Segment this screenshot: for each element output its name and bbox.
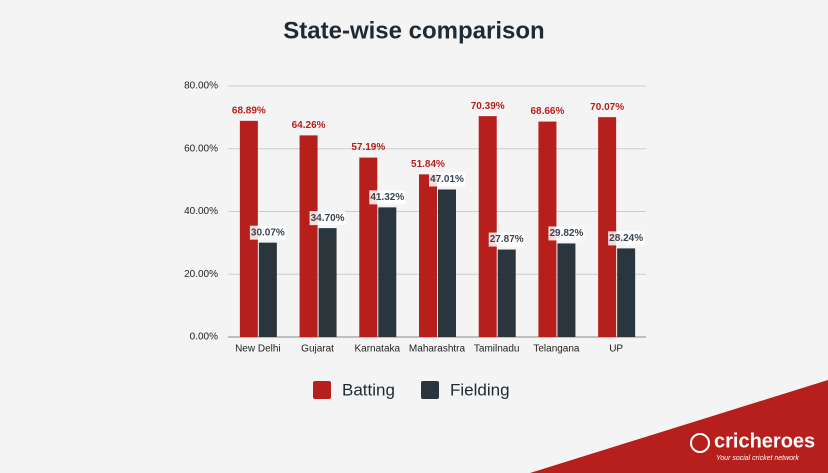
legend-label: Fielding bbox=[450, 380, 510, 399]
bar bbox=[497, 249, 516, 337]
value-label: 47.01% bbox=[430, 174, 464, 185]
bar bbox=[478, 116, 497, 338]
brand-tagline: Your social cricket network bbox=[716, 455, 799, 462]
x-tick-label: Maharashtra bbox=[409, 344, 466, 355]
chart-title: State-wise comparison bbox=[283, 17, 544, 44]
bar bbox=[378, 207, 397, 337]
y-tick-label: 40.00% bbox=[184, 206, 218, 217]
y-tick-label: 0.00% bbox=[190, 332, 218, 343]
legend-label: Batting bbox=[342, 380, 395, 399]
value-label: 51.84% bbox=[411, 159, 445, 170]
value-label-bg bbox=[608, 231, 645, 246]
brand-name: cricheroes bbox=[714, 430, 815, 452]
x-tick-label: New Delhi bbox=[235, 344, 281, 355]
value-label-bg bbox=[309, 211, 346, 226]
x-tick-label: Karnataka bbox=[354, 344, 400, 355]
value-label: 64.26% bbox=[292, 120, 326, 131]
bar bbox=[617, 248, 636, 337]
value-label: 30.07% bbox=[251, 227, 285, 238]
corner-band bbox=[530, 380, 828, 473]
value-label-bg bbox=[429, 172, 465, 187]
value-label: 68.66% bbox=[530, 106, 564, 117]
bar bbox=[299, 135, 318, 337]
value-label: 70.07% bbox=[590, 102, 624, 113]
value-label: 29.82% bbox=[549, 228, 583, 239]
value-label: 27.87% bbox=[490, 234, 524, 245]
bar bbox=[557, 243, 576, 337]
x-tick-label: Gujarat bbox=[301, 344, 334, 355]
bar bbox=[598, 117, 617, 338]
bar bbox=[258, 242, 277, 337]
y-tick-label: 80.00% bbox=[184, 81, 218, 92]
value-label: 57.19% bbox=[351, 142, 385, 153]
bar bbox=[538, 121, 557, 337]
value-label: 34.70% bbox=[311, 213, 345, 224]
value-label: 41.32% bbox=[370, 192, 404, 203]
x-tick-label: Tamilnadu bbox=[474, 344, 520, 355]
y-tick-label: 60.00% bbox=[184, 143, 218, 154]
bar bbox=[239, 120, 258, 337]
value-label-bg bbox=[488, 232, 525, 247]
x-tick-label: UP bbox=[609, 344, 623, 355]
bar bbox=[438, 189, 456, 337]
legend-swatch bbox=[313, 381, 331, 399]
value-label-bg bbox=[548, 226, 585, 241]
value-label-bg bbox=[249, 225, 286, 240]
bar bbox=[359, 157, 378, 337]
y-tick-label: 20.00% bbox=[184, 269, 218, 280]
value-label: 68.89% bbox=[232, 105, 266, 116]
value-label: 70.39% bbox=[471, 101, 505, 112]
value-label: 28.24% bbox=[609, 233, 643, 244]
bar bbox=[318, 228, 337, 337]
bar bbox=[419, 174, 437, 337]
logo-icon bbox=[690, 433, 710, 453]
x-tick-label: Telangana bbox=[533, 344, 580, 355]
value-label-bg bbox=[369, 190, 406, 205]
legend-swatch bbox=[421, 381, 439, 399]
